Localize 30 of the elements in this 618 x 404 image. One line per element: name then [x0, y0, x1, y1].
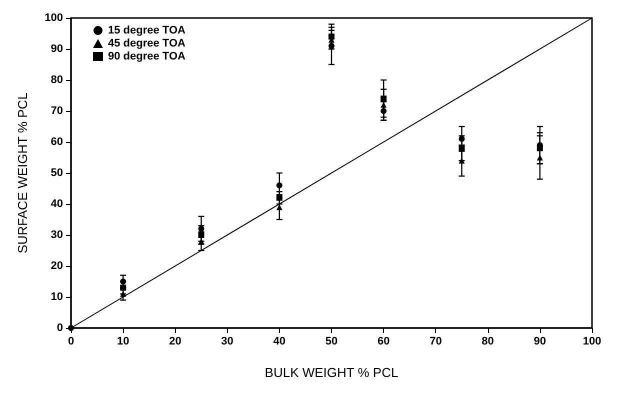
y-tick-label: 90 [50, 43, 63, 55]
y-tick-label: 80 [50, 74, 63, 86]
x-tick-label: 50 [325, 336, 338, 348]
point [68, 325, 74, 331]
x-tick-label: 90 [534, 336, 546, 348]
x-tick-label: 100 [582, 336, 602, 348]
x-axis-title: BULK WEIGHT % PCL [264, 365, 398, 380]
x-tick-label: 0 [68, 336, 74, 348]
point [380, 108, 387, 114]
legend-label: 90 degree TOA [108, 50, 186, 62]
y-tick-label: 40 [50, 198, 63, 210]
x-tick-label: 30 [221, 336, 234, 348]
y-tick-label: 100 [44, 12, 63, 24]
x-tick-label: 10 [116, 336, 130, 348]
y-tick-label: 0 [56, 322, 63, 334]
y-axis-title: SURFACE WEIGHT % PCL [15, 92, 30, 254]
x-tick-label: 60 [377, 336, 390, 348]
y-tick-label: 30 [50, 229, 63, 241]
y-tick-label: 20 [50, 260, 63, 272]
x-tick-label: 20 [169, 336, 182, 348]
legend-label: 45 degree TOA [108, 38, 186, 50]
x-tick-label: 70 [430, 336, 442, 348]
x-tick-label: 40 [273, 336, 286, 348]
y-tick-label: 70 [50, 105, 63, 117]
x-tick-label: 80 [482, 336, 494, 348]
point [276, 182, 282, 188]
legend-label: 15 degree TOA [108, 24, 186, 36]
y-tick-label: 60 [50, 136, 63, 148]
y-tick-label: 10 [50, 291, 63, 303]
y-tick-label: 50 [50, 167, 63, 179]
